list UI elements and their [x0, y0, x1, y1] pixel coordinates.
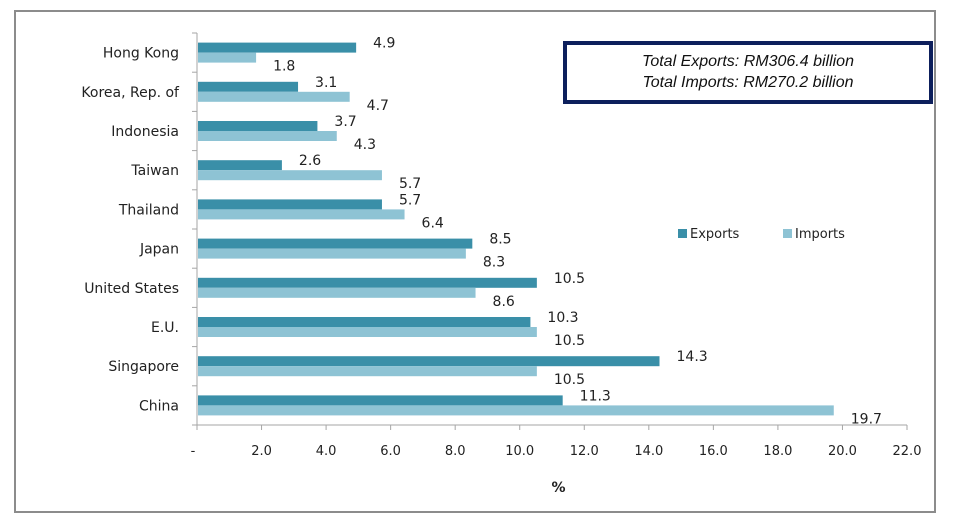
category-label: United States	[84, 281, 179, 297]
bar-imports	[198, 287, 476, 298]
data-label-exports: 3.7	[334, 114, 356, 130]
data-label-exports: 8.5	[489, 232, 511, 248]
data-label-imports: 4.3	[354, 137, 376, 153]
x-tick-label: 10.0	[505, 444, 534, 459]
data-label-exports: 3.1	[315, 75, 337, 91]
data-label-imports: 8.3	[483, 255, 505, 271]
data-label-imports: 1.8	[273, 59, 295, 75]
data-label-exports: 10.3	[547, 310, 578, 326]
bar-imports	[198, 248, 466, 259]
bar-exports	[198, 81, 299, 92]
bar-exports	[198, 160, 282, 171]
bar-imports	[198, 209, 405, 220]
data-label-exports: 10.5	[554, 271, 585, 287]
bar-exports	[198, 317, 531, 327]
category-label: Indonesia	[111, 124, 179, 140]
data-label-exports: 14.3	[677, 349, 708, 365]
bar-exports	[198, 395, 563, 406]
bar-exports	[198, 121, 318, 131]
data-label-exports: 11.3	[580, 388, 611, 404]
total-imports-text: Total Imports: RM270.2 billion	[642, 74, 854, 91]
data-label-imports: 10.5	[554, 333, 585, 349]
category-label: Hong Kong	[103, 46, 179, 62]
x-tick-label: 2.0	[251, 444, 272, 459]
bar-exports	[198, 277, 537, 288]
data-label-imports: 6.4	[422, 215, 444, 231]
legend-swatch-imports	[783, 229, 792, 238]
bar-imports	[198, 366, 537, 377]
x-tick-label: 6.0	[380, 444, 401, 459]
legend-label-imports: Imports	[795, 227, 845, 242]
data-label-imports: 4.7	[367, 98, 389, 114]
bar-exports	[198, 356, 660, 367]
bar-imports	[198, 131, 337, 141]
x-tick-label: 14.0	[634, 444, 663, 459]
bar-imports	[198, 170, 382, 181]
bar-exports	[198, 42, 357, 53]
category-label: China	[139, 398, 179, 414]
data-label-exports: 2.6	[299, 153, 321, 169]
x-tick-label: 22.0	[893, 444, 922, 459]
totals-annotation-box: Total Exports: RM306.4 billion Total Imp…	[563, 41, 933, 104]
data-label-imports: 10.5	[554, 372, 585, 388]
data-label-imports: 8.6	[493, 294, 515, 310]
total-exports-text: Total Exports: RM306.4 billion	[642, 53, 854, 70]
x-tick-label: 16.0	[699, 444, 728, 459]
category-label: Korea, Rep. of	[81, 85, 180, 101]
category-label: Thailand	[118, 202, 179, 218]
legend-swatch-exports	[678, 229, 687, 238]
bar-imports	[198, 91, 350, 102]
bar-imports	[198, 52, 257, 63]
x-tick-label: 12.0	[570, 444, 599, 459]
x-tick-label: 8.0	[445, 444, 466, 459]
data-label-exports: 4.9	[373, 36, 395, 52]
data-label-imports: 5.7	[399, 176, 421, 192]
x-tick-label: 18.0	[763, 444, 792, 459]
bar-exports	[198, 199, 382, 210]
x-tick-label: 4.0	[316, 444, 337, 459]
chart-frame	[14, 10, 936, 513]
category-label: Japan	[139, 242, 179, 258]
category-label: Singapore	[108, 359, 179, 375]
category-label: Taiwan	[130, 163, 179, 179]
x-tick-label: 20.0	[828, 444, 857, 459]
data-label-exports: 5.7	[399, 192, 421, 208]
bar-imports	[198, 405, 834, 416]
x-tick-label: -	[191, 444, 196, 459]
bar-exports	[198, 238, 473, 249]
bar-imports	[198, 327, 537, 337]
data-label-imports: 19.7	[851, 411, 882, 427]
category-label: E.U.	[151, 320, 179, 336]
x-axis-title: %	[551, 480, 565, 496]
legend-label-exports: Exports	[690, 227, 740, 242]
